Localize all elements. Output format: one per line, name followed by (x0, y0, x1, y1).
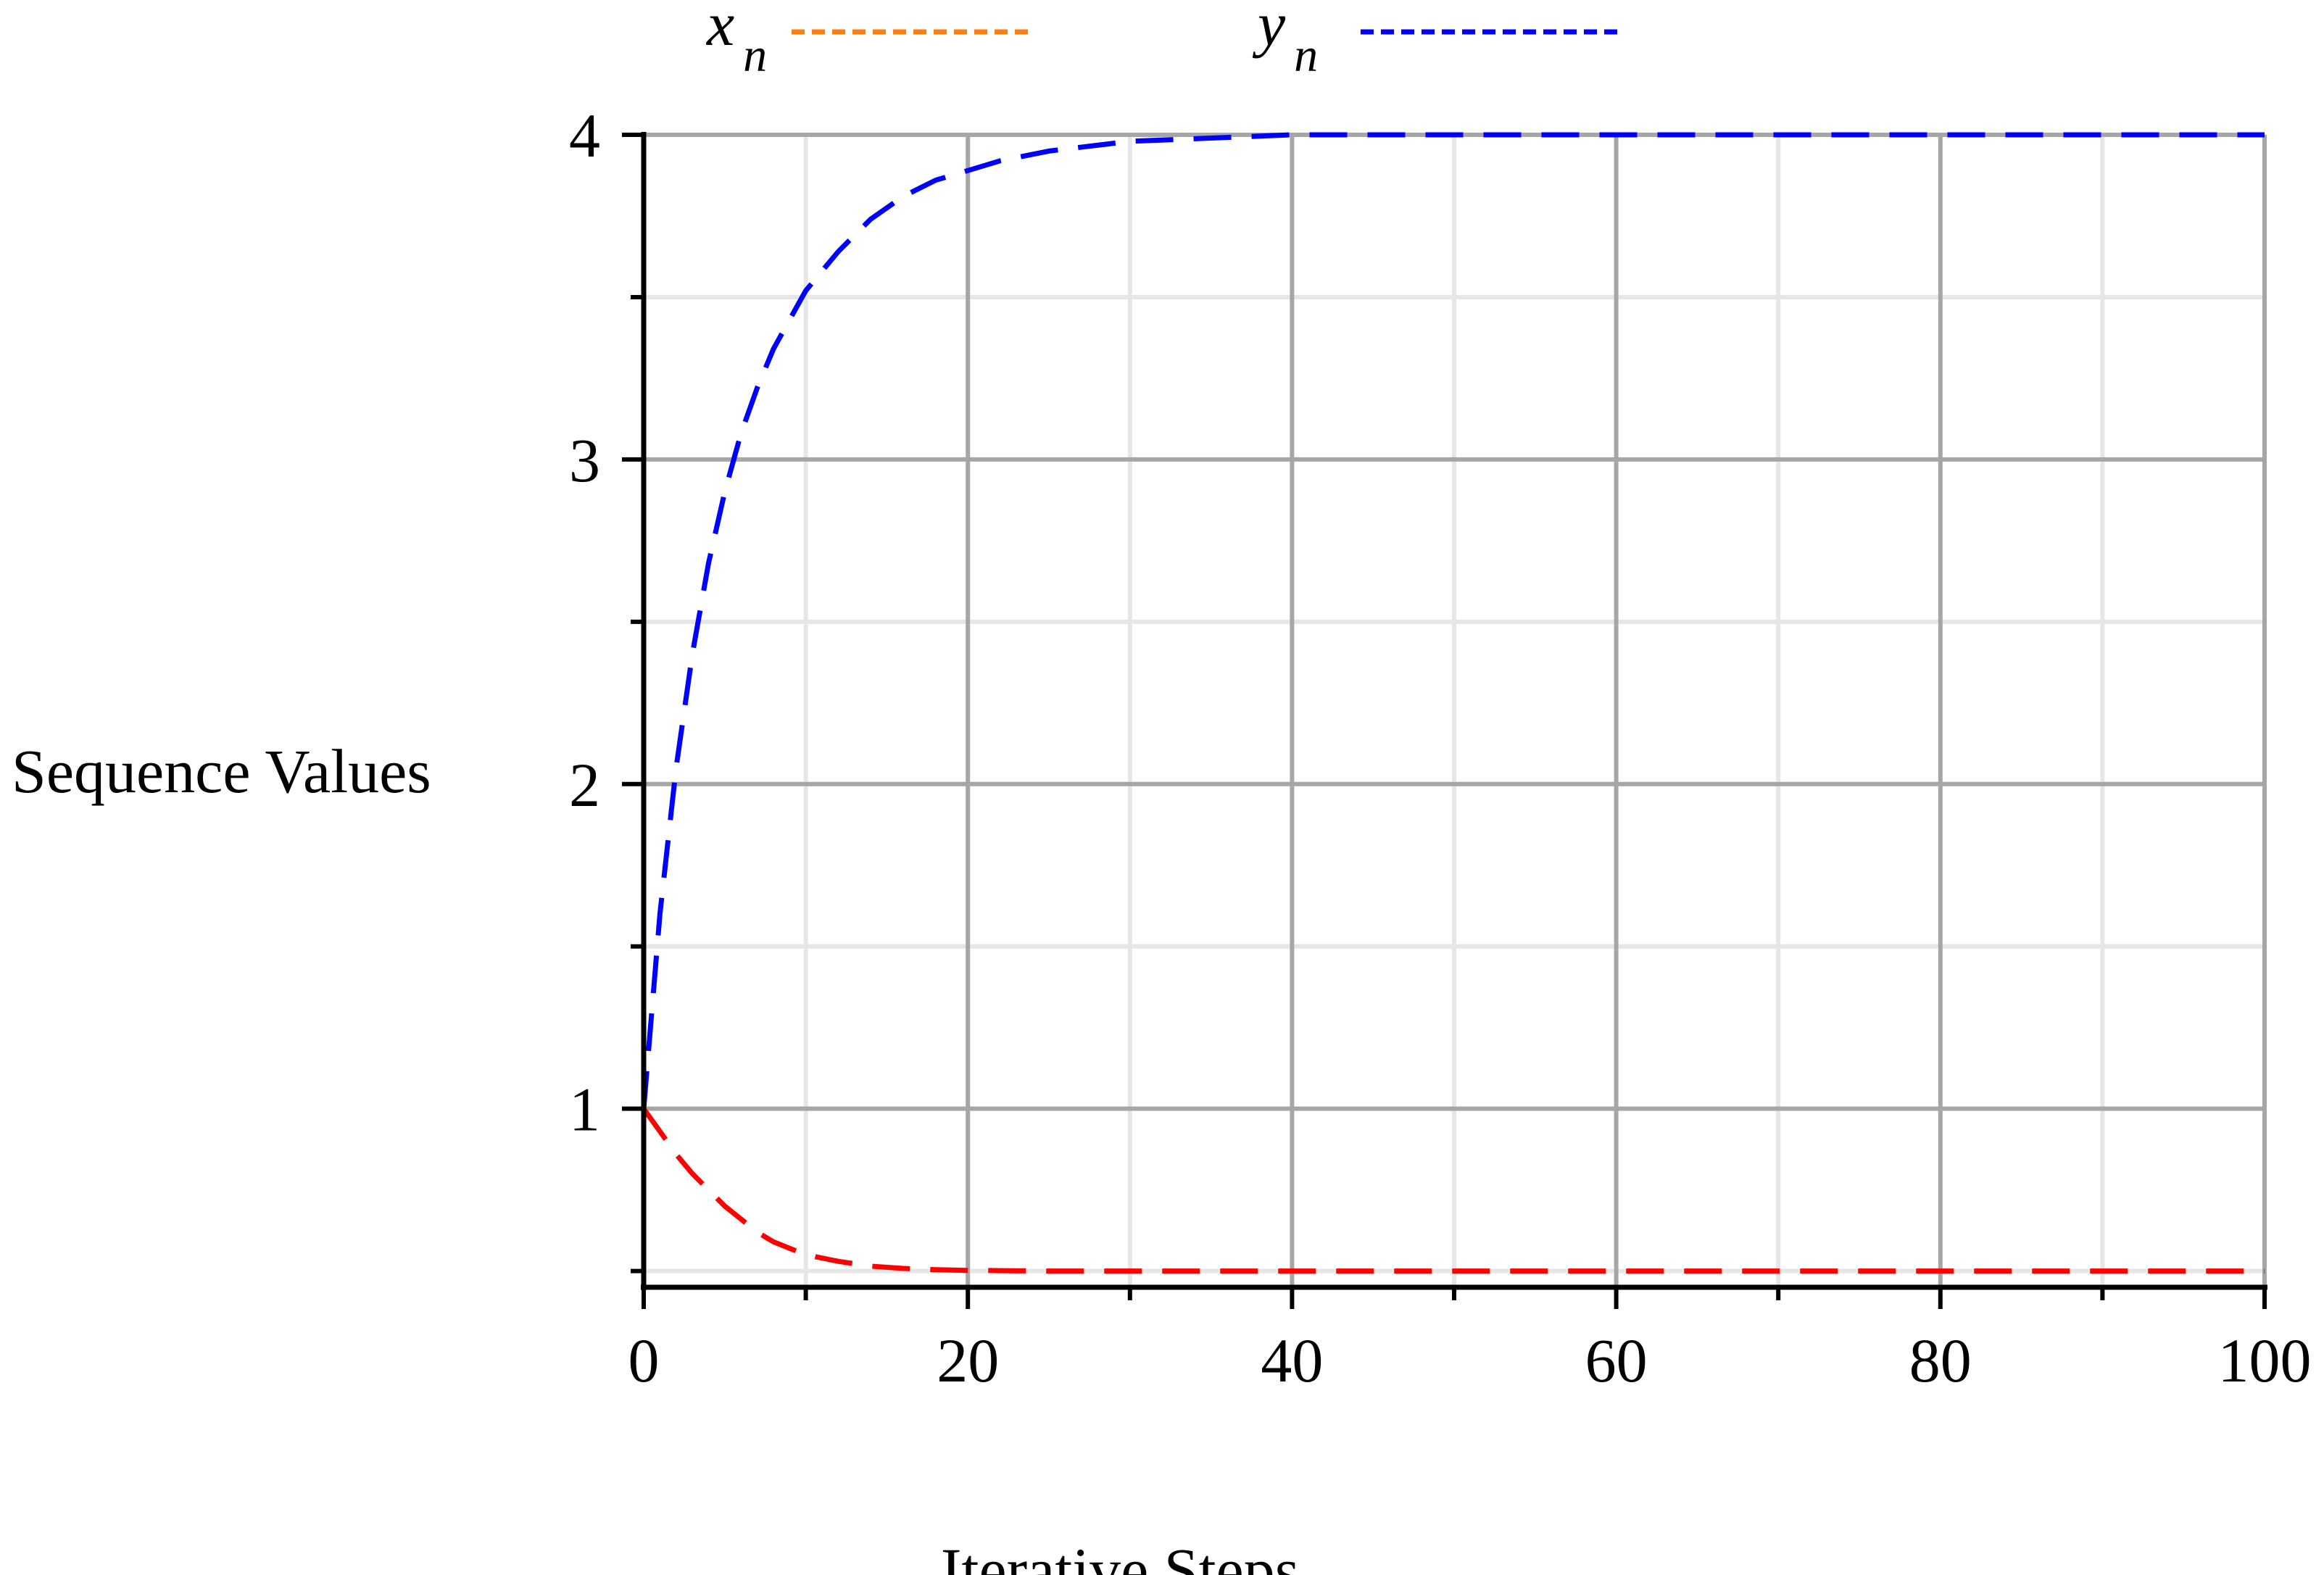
x-tick-label: 40 (1261, 1326, 1323, 1395)
tick-marks (622, 133, 2267, 1309)
y-tick-label: 4 (569, 101, 600, 170)
x-tick-label: 0 (628, 1326, 660, 1395)
y-tick-label: 3 (569, 425, 600, 495)
y-tick-label: 2 (569, 750, 600, 820)
grid-minor (644, 135, 2265, 1287)
x-tick-label: 100 (2218, 1326, 2312, 1395)
series-lines (641, 132, 2265, 1274)
x-tick-label: 60 (1585, 1326, 1648, 1395)
series-line-y-n (641, 132, 2265, 1109)
tick-labels: 0 20 40 60 80 100 1 2 3 4 (569, 101, 2312, 1395)
x-tick-label: 80 (1909, 1326, 1972, 1395)
y-tick-label: 1 (569, 1075, 600, 1144)
y-axis-label: Sequence Values (12, 736, 431, 806)
x-tick-label: 20 (937, 1326, 999, 1395)
x-axis-label: Iterative Steps (941, 1535, 1299, 1575)
